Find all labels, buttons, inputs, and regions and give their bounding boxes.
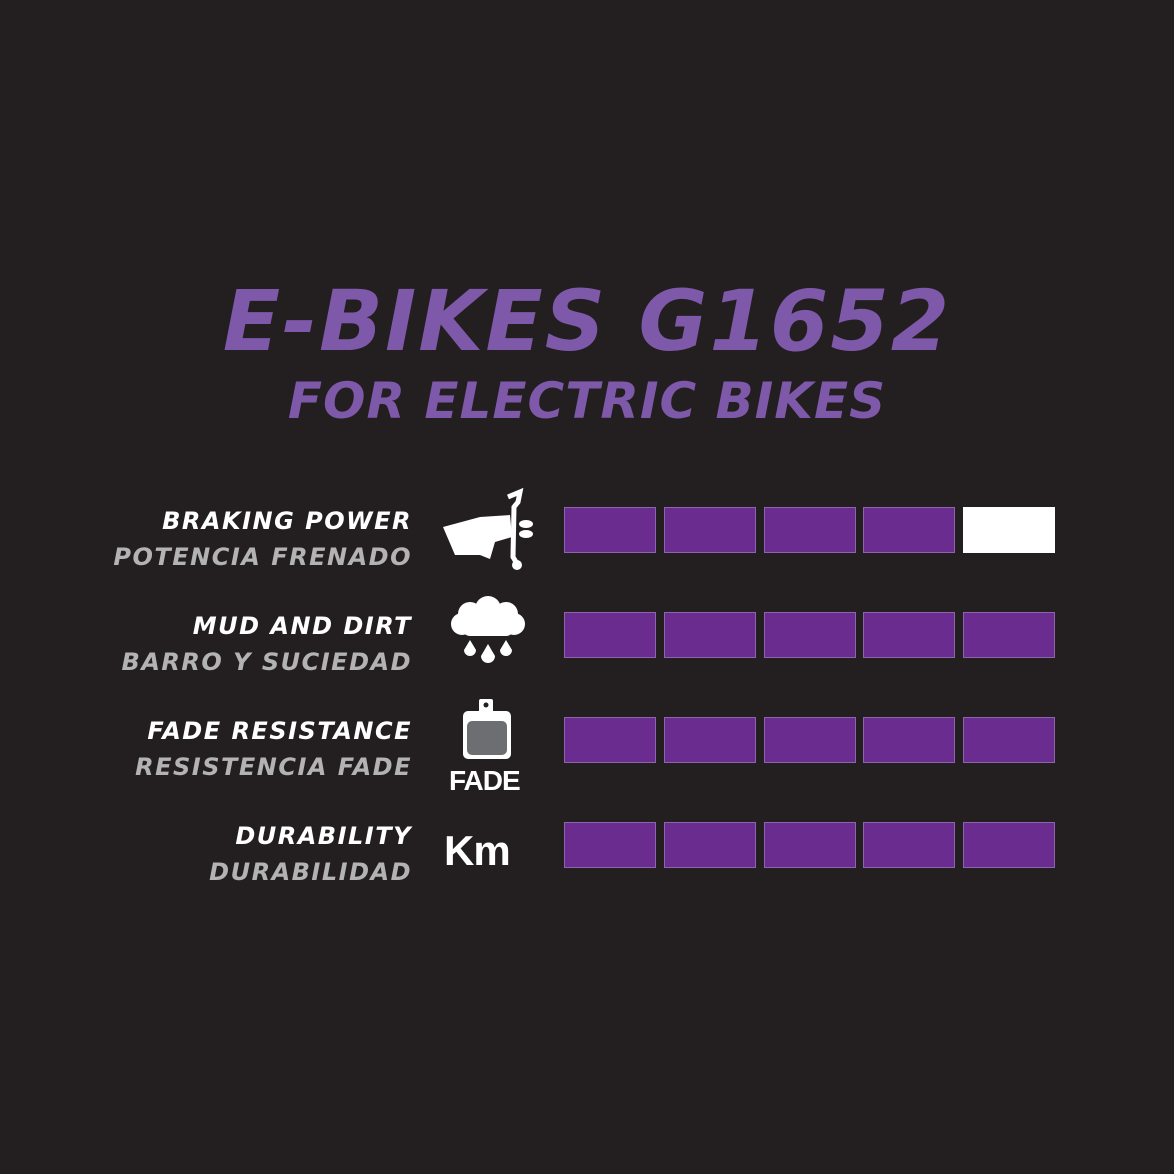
rating-row-fade-resistance: FADE RESISTANCE RESISTENCIA FADE FADE xyxy=(0,699,1174,797)
rating-segment-filled xyxy=(963,717,1055,763)
rating-row-mud-and-dirt: MUD AND DIRT BARRO Y SUCIEDAD xyxy=(0,596,1174,692)
rating-segment-filled xyxy=(863,612,956,658)
rating-segment-filled xyxy=(763,822,856,868)
rating-segment-filled xyxy=(564,507,656,553)
label-es: BARRO Y SUCIEDAD xyxy=(121,648,412,676)
label-en: MUD AND DIRT xyxy=(192,612,412,640)
brake-pad-icon xyxy=(463,699,511,759)
rating-segment-filled xyxy=(564,717,656,763)
rain-cloud-icon xyxy=(451,596,525,663)
rating-segment-filled xyxy=(963,612,1055,658)
rating-row-durability: DURABILITY DURABILIDAD Km xyxy=(0,822,1174,902)
label-es: POTENCIA FRENADO xyxy=(113,543,412,571)
hand-brake-lever-icon xyxy=(443,487,533,570)
rating-segment-filled xyxy=(763,507,856,553)
rating-segment-filled xyxy=(564,612,656,658)
rating-segment-filled xyxy=(663,717,756,763)
label-en: DURABILITY xyxy=(235,822,412,850)
label-en: FADE RESISTANCE xyxy=(147,717,412,745)
product-title: E-BIKES G1652 xyxy=(222,272,952,370)
rating-segment-filled xyxy=(663,822,756,868)
product-subtitle: FOR ELECTRIC BIKES xyxy=(287,372,887,430)
rating-segment-filled xyxy=(863,717,956,763)
label-es: RESISTENCIA FADE xyxy=(135,753,412,781)
rating-segment-empty xyxy=(963,507,1055,553)
rating-segment-filled xyxy=(763,717,856,763)
rating-segment-filled xyxy=(564,822,656,868)
km-icon: Km xyxy=(444,827,511,874)
rating-segment-filled xyxy=(863,507,956,553)
rating-segment-filled xyxy=(663,612,756,658)
rating-segment-filled xyxy=(863,822,956,868)
label-es: DURABILIDAD xyxy=(209,858,412,886)
rating-segment-filled xyxy=(963,822,1055,868)
label-en: BRAKING POWER xyxy=(162,507,412,535)
rating-segment-filled xyxy=(663,507,756,553)
fade-label: FADE xyxy=(449,765,521,796)
rating-row-braking-power: BRAKING POWER POTENCIA FRENADO xyxy=(0,487,1174,587)
rating-segment-filled xyxy=(763,612,856,658)
